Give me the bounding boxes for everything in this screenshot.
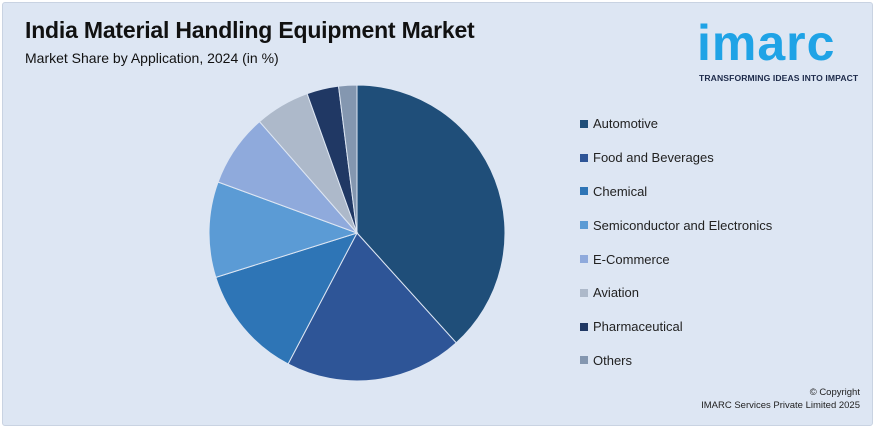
legend-swatch (580, 221, 588, 230)
chart-title: India Material Handling Equipment Market (25, 17, 475, 43)
legend-item-e-commerce: E-Commerce (580, 242, 772, 276)
legend-item-automotive: Automotive (580, 107, 772, 141)
pie-slice-others (337, 84, 358, 234)
legend-item-food-and-beverages: Food and Beverages (580, 141, 772, 175)
legend-label: E-Commerce (593, 251, 670, 267)
pie-slice-automotive (356, 84, 506, 344)
legend-swatch (580, 288, 588, 297)
copyright-line-2: IMARC Services Private Limited 2025 (701, 400, 860, 411)
legend-label: Aviation (593, 285, 640, 301)
legend-swatch (580, 187, 588, 196)
legend-item-aviation: Aviation (580, 276, 772, 310)
legend-label: Others (593, 352, 633, 368)
legend-item-semiconductor-and-electronics: Semiconductor and Electronics (580, 208, 772, 242)
legend-swatch (580, 322, 588, 331)
logo-wordmark: imarc (697, 15, 836, 71)
legend-label: Pharmaceutical (593, 319, 683, 335)
logo-tagline: TRANSFORMING IDEAS INTO IMPACT (699, 73, 859, 83)
legend-swatch (580, 119, 588, 128)
copyright-notice: © Copyright IMARC Services Private Limit… (701, 386, 860, 412)
legend-label: Semiconductor and Electronics (593, 217, 773, 233)
legend-item-others: Others (580, 344, 772, 378)
legend-label: Automotive (593, 116, 659, 132)
pie-slice-food-and-beverages (287, 232, 457, 382)
legend-item-chemical: Chemical (580, 175, 772, 209)
legend-swatch (580, 255, 588, 264)
legend-item-pharmaceutical: Pharmaceutical (580, 310, 772, 344)
legend-swatch (580, 153, 588, 162)
pie-slice-chemical (215, 232, 359, 365)
pie-slice-semiconductor-and-electronics (208, 181, 359, 279)
legend-label: Chemical (593, 183, 648, 199)
legend-swatch (580, 356, 588, 365)
pie-chart (208, 84, 506, 382)
imarc-logo: imarc TRANSFORMING IDEAS INTO IMPACT (697, 15, 867, 87)
copyright-line-1: © Copyright (809, 387, 860, 398)
chart-subtitle: Market Share by Application, 2024 (in %) (25, 50, 279, 66)
chart-legend: Automotive Food and Beverages Chemical Semi… (580, 107, 772, 377)
legend-label: Food and Beverages (593, 150, 714, 166)
